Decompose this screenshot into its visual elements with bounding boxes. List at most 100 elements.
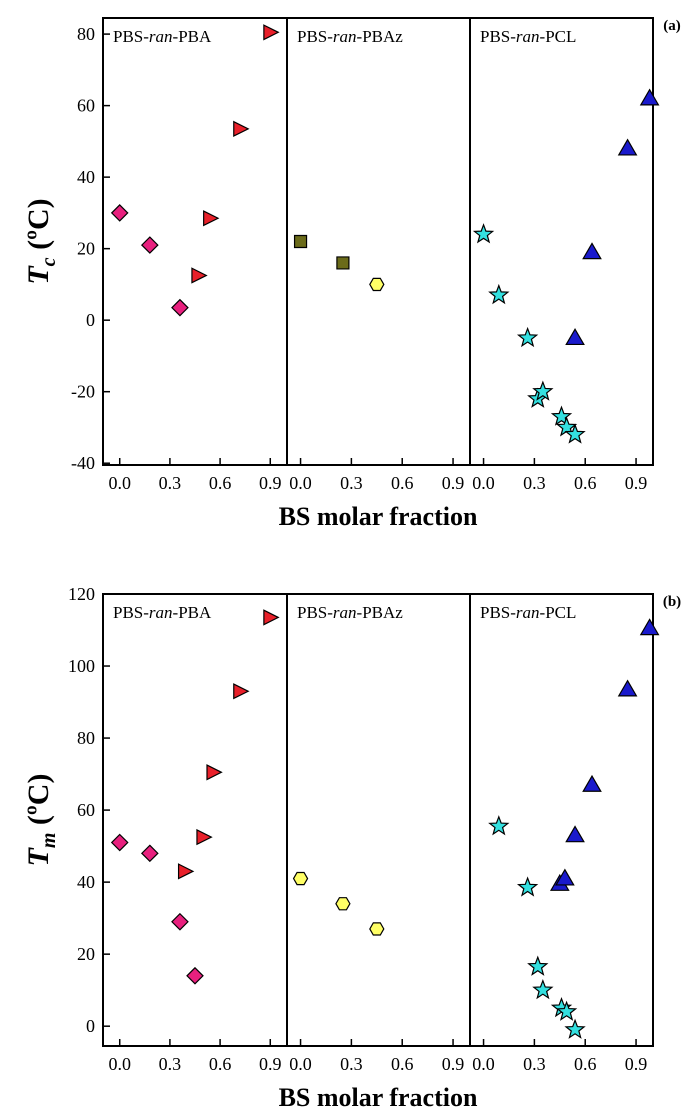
x-tick-label: 0.3 [340,473,363,493]
y-tick-label: 0 [86,310,95,330]
y-tick-label: 100 [68,656,95,676]
marker [550,405,573,426]
x-tick-label: 0.6 [391,473,414,493]
title-part: -PBA [173,603,212,622]
marker [110,833,129,852]
y-tick-label: 20 [77,239,95,259]
title-part: PBS- [113,27,149,46]
subplot-title: PBS-ran-PBA [113,603,212,622]
marker [532,978,554,1000]
marker [369,277,385,292]
y-label-unit: (ºC) [22,198,55,257]
marker [233,683,250,700]
subplot-frame [469,17,654,466]
marker [206,764,223,781]
y-label-symbol: T [22,265,55,285]
marker [171,298,189,317]
marker [516,326,539,348]
x-tick-label: 0.9 [259,473,282,493]
x-tick-label: 0.0 [472,473,495,493]
x-axis-label: BS molar fraction [279,502,478,531]
subplot-title: PBS-ran-PBA [113,27,212,46]
marker [191,267,208,284]
title-part: ran [516,603,540,622]
x-tick-label: 0.0 [108,1054,131,1074]
marker [527,955,549,976]
marker [233,120,250,138]
marker [488,283,510,305]
y-tick-label: -20 [71,382,95,402]
title-part: -PBAz [357,27,404,46]
x-tick-label: 0.3 [159,1054,182,1074]
y-tick-label: 20 [77,944,95,964]
x-tick-label: 0.3 [340,1054,363,1074]
title-part: ran [333,27,357,46]
marker [293,234,308,249]
x-tick-label: 0.6 [574,473,597,493]
x-tick-label: 0.0 [289,1054,312,1074]
x-tick-label: 0.9 [625,1054,648,1074]
x-tick-label: 0.9 [442,473,465,493]
y-tick-label: 60 [77,96,95,116]
marker [140,844,159,863]
subplot-frame [469,593,654,1047]
title-part: ran [149,603,173,622]
marker [263,609,280,626]
marker [582,242,602,260]
x-tick-label: 0.9 [259,1054,282,1074]
y-tick-label: 120 [68,584,95,604]
marker [564,423,586,444]
marker [565,825,585,843]
title-part: -PCL [540,603,577,622]
marker [532,380,554,401]
marker [292,871,309,886]
y-tick-label: 80 [77,24,95,44]
marker [196,828,213,846]
subplot-title: PBS-ran-PCL [480,603,576,622]
marker [140,236,159,254]
y-tick-label: -40 [71,453,95,473]
marker [369,922,385,936]
y-tick-label: 40 [77,872,95,892]
title-part: PBS- [480,27,516,46]
panel-label: (b) [663,594,681,610]
y-tick-label: 60 [77,800,95,820]
marker [203,210,220,227]
y-label-subscript: m [38,833,60,849]
x-tick-label: 0.0 [108,473,131,493]
x-tick-label: 0.6 [574,1054,597,1074]
title-part: PBS- [297,27,333,46]
x-tick-label: 0.0 [289,473,312,493]
y-label-symbol: T [22,846,55,866]
subplot-frame [286,17,471,466]
marker [555,868,575,886]
marker [617,679,638,697]
title-part: ran [149,27,173,46]
title-part: ran [516,27,540,46]
marker [177,863,195,880]
subplot-frame [102,17,288,466]
y-tick-label: 0 [86,1016,95,1036]
marker [516,876,539,897]
marker [582,774,602,792]
marker [263,24,280,41]
subplot-frame [286,593,471,1047]
marker [488,815,510,836]
y-tick-label: 80 [77,728,95,748]
marker [472,223,495,244]
title-part: -PBA [173,27,212,46]
title-part: PBS- [113,603,149,622]
marker [335,897,351,911]
x-tick-label: 0.3 [523,1054,546,1074]
x-tick-label: 0.3 [523,473,546,493]
title-part: -PCL [540,27,577,46]
x-axis-label: BS molar fraction [279,1083,478,1111]
title-part: PBS- [297,603,333,622]
y-label-subscript: c [38,257,60,266]
x-tick-label: 0.9 [625,473,648,493]
y-axis-label: Tc (ºC) [22,198,60,284]
